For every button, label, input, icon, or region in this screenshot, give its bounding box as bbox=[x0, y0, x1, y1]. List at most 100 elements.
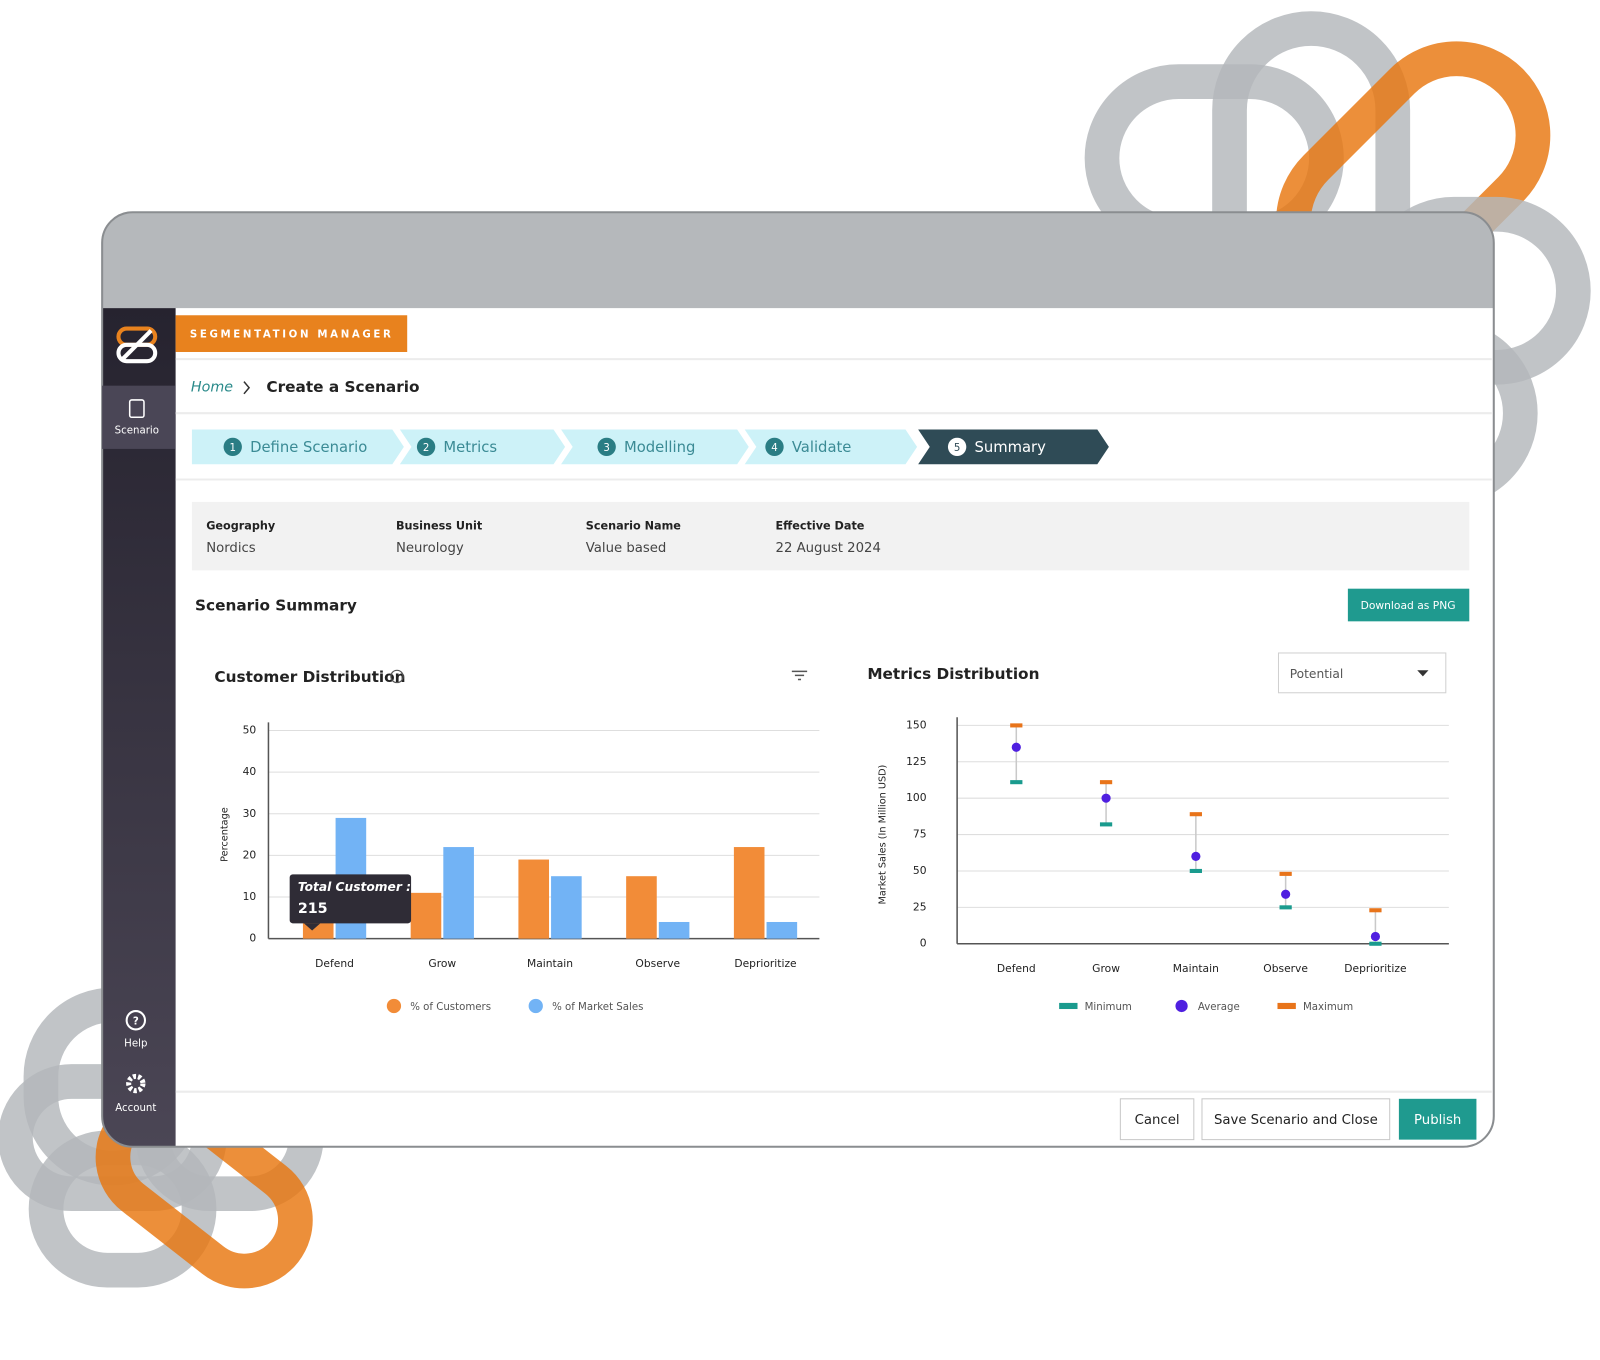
download-label[interactable]: Download as PNG bbox=[1361, 599, 1456, 612]
button-label[interactable]: Publish bbox=[1414, 1113, 1461, 1128]
tooltip-value: 215 bbox=[298, 901, 328, 917]
step-number-badge bbox=[765, 437, 784, 457]
x-tick-label: Grow bbox=[1092, 962, 1120, 975]
y-axis-label: Market Sales (In Million USD) bbox=[878, 765, 889, 905]
y-tick-label: 20 bbox=[243, 848, 257, 861]
detail-value: 22 August 2024 bbox=[776, 541, 881, 556]
average-marker[interactable] bbox=[1370, 931, 1381, 942]
x-tick-label: Defend bbox=[997, 962, 1036, 975]
y-tick-label: 40 bbox=[243, 765, 257, 778]
bar[interactable] bbox=[551, 876, 582, 939]
breadcrumb-separator bbox=[243, 381, 251, 395]
stepper: 1 Define Scenario 2 Metrics 3 Modelling 4 Valid… bbox=[189, 427, 1112, 467]
bar[interactable] bbox=[766, 921, 798, 939]
average-marker[interactable] bbox=[1011, 742, 1021, 752]
step[interactable] bbox=[189, 427, 407, 467]
bar[interactable] bbox=[410, 892, 442, 939]
step-number: 5 bbox=[954, 443, 960, 454]
button-label[interactable]: Save Scenario and Close bbox=[1214, 1113, 1378, 1128]
legend-label: Maximum bbox=[1303, 1002, 1353, 1013]
bar[interactable] bbox=[658, 921, 690, 939]
legend-label: % of Market Sales bbox=[552, 1002, 643, 1013]
x-tick-label: Observe bbox=[1263, 962, 1308, 975]
step-number: 2 bbox=[423, 443, 429, 454]
download-button[interactable] bbox=[1347, 588, 1470, 622]
step-label[interactable]: Define Scenario bbox=[250, 439, 367, 456]
details-panel bbox=[191, 501, 1470, 571]
legend-label: Minimum bbox=[1085, 1002, 1132, 1013]
x-tick-label: Deprioritize bbox=[1344, 962, 1407, 975]
detail-label: Effective Date bbox=[776, 519, 865, 532]
legend-marker bbox=[528, 998, 543, 1014]
dropdown-value[interactable]: Potential bbox=[1290, 667, 1344, 681]
legend-marker bbox=[1059, 1002, 1078, 1010]
step[interactable] bbox=[557, 427, 752, 467]
range-marker[interactable] bbox=[1369, 941, 1382, 946]
average-marker[interactable] bbox=[1101, 793, 1111, 803]
save-button[interactable] bbox=[1201, 1098, 1391, 1141]
x-tick-label: Defend bbox=[315, 957, 354, 970]
step-number: 1 bbox=[229, 443, 235, 454]
range-marker[interactable] bbox=[1279, 871, 1292, 876]
y-tick-label: 75 bbox=[913, 828, 927, 841]
logo bbox=[116, 326, 158, 364]
detail-value: Neurology bbox=[396, 541, 464, 556]
step-label[interactable]: Metrics bbox=[443, 439, 497, 456]
nav-label[interactable]: Account bbox=[115, 1103, 156, 1114]
range-marker[interactable] bbox=[1010, 723, 1023, 728]
range-marker[interactable] bbox=[1099, 822, 1113, 827]
y-tick-label: 100 bbox=[906, 791, 927, 804]
range-marker[interactable] bbox=[1189, 812, 1202, 817]
detail-value: Value based bbox=[586, 541, 667, 556]
nav-label[interactable]: Help bbox=[124, 1039, 147, 1050]
range-marker[interactable] bbox=[1279, 905, 1292, 910]
breadcrumb-current: Create a Scenario bbox=[266, 378, 419, 396]
step-label[interactable]: Validate bbox=[792, 439, 852, 456]
step-label[interactable]: Summary bbox=[974, 439, 1046, 456]
step[interactable] bbox=[740, 427, 920, 467]
range-marker[interactable] bbox=[1010, 780, 1023, 785]
average-marker[interactable] bbox=[1191, 851, 1201, 861]
bar[interactable] bbox=[518, 859, 550, 939]
step-number: 4 bbox=[771, 443, 777, 454]
cancel-button[interactable] bbox=[1119, 1098, 1195, 1141]
bar[interactable] bbox=[733, 847, 765, 939]
info-icon[interactable] bbox=[390, 669, 404, 684]
y-axis-label: Percentage bbox=[220, 807, 231, 862]
scenario-icon bbox=[128, 399, 145, 419]
tooltip-title: Total Customer : bbox=[298, 880, 411, 894]
section-title: Scenario Summary bbox=[195, 597, 357, 615]
range-marker[interactable] bbox=[1369, 908, 1382, 913]
charts: 0 10 20 30 40 50 Percentage Defend Grow Maintain O… bbox=[220, 717, 1449, 1014]
legend-label: % of Customers bbox=[410, 1002, 491, 1013]
step-label[interactable]: Modelling bbox=[624, 439, 695, 456]
details: Geography Nordics Business Unit Neurology Sc… bbox=[206, 519, 881, 555]
nav-label[interactable]: Scenario bbox=[115, 426, 159, 437]
filter-icon[interactable] bbox=[791, 670, 808, 681]
brand: SEGMENTATION MANAGER bbox=[190, 330, 394, 341]
breadcrumb-home[interactable]: Home bbox=[191, 380, 233, 396]
legend-marker bbox=[386, 998, 402, 1014]
dropdown[interactable] bbox=[1277, 652, 1447, 694]
chart-title: Customer Distribution bbox=[214, 668, 405, 686]
bar[interactable] bbox=[626, 876, 657, 939]
step[interactable] bbox=[914, 427, 1112, 467]
button-label[interactable]: Cancel bbox=[1135, 1113, 1180, 1128]
x-tick-label: Maintain bbox=[527, 957, 573, 970]
y-tick-label: 0 bbox=[249, 932, 256, 945]
average-marker[interactable] bbox=[1281, 889, 1291, 899]
dropdown-arrow[interactable] bbox=[1417, 670, 1429, 677]
y-tick-label: 50 bbox=[913, 864, 927, 877]
range-marker[interactable] bbox=[1189, 868, 1202, 873]
step[interactable] bbox=[396, 427, 568, 467]
y-tick-label: 150 bbox=[906, 718, 927, 731]
x-tick-label: Observe bbox=[635, 957, 680, 970]
y-tick-label: 125 bbox=[906, 755, 926, 768]
range-marker[interactable] bbox=[1099, 780, 1113, 785]
publish-button[interactable] bbox=[1398, 1098, 1477, 1140]
help-icon[interactable] bbox=[125, 1010, 147, 1031]
y-tick-label: 50 bbox=[243, 724, 257, 737]
bar[interactable] bbox=[443, 847, 474, 939]
account-icon[interactable] bbox=[126, 1073, 146, 1094]
